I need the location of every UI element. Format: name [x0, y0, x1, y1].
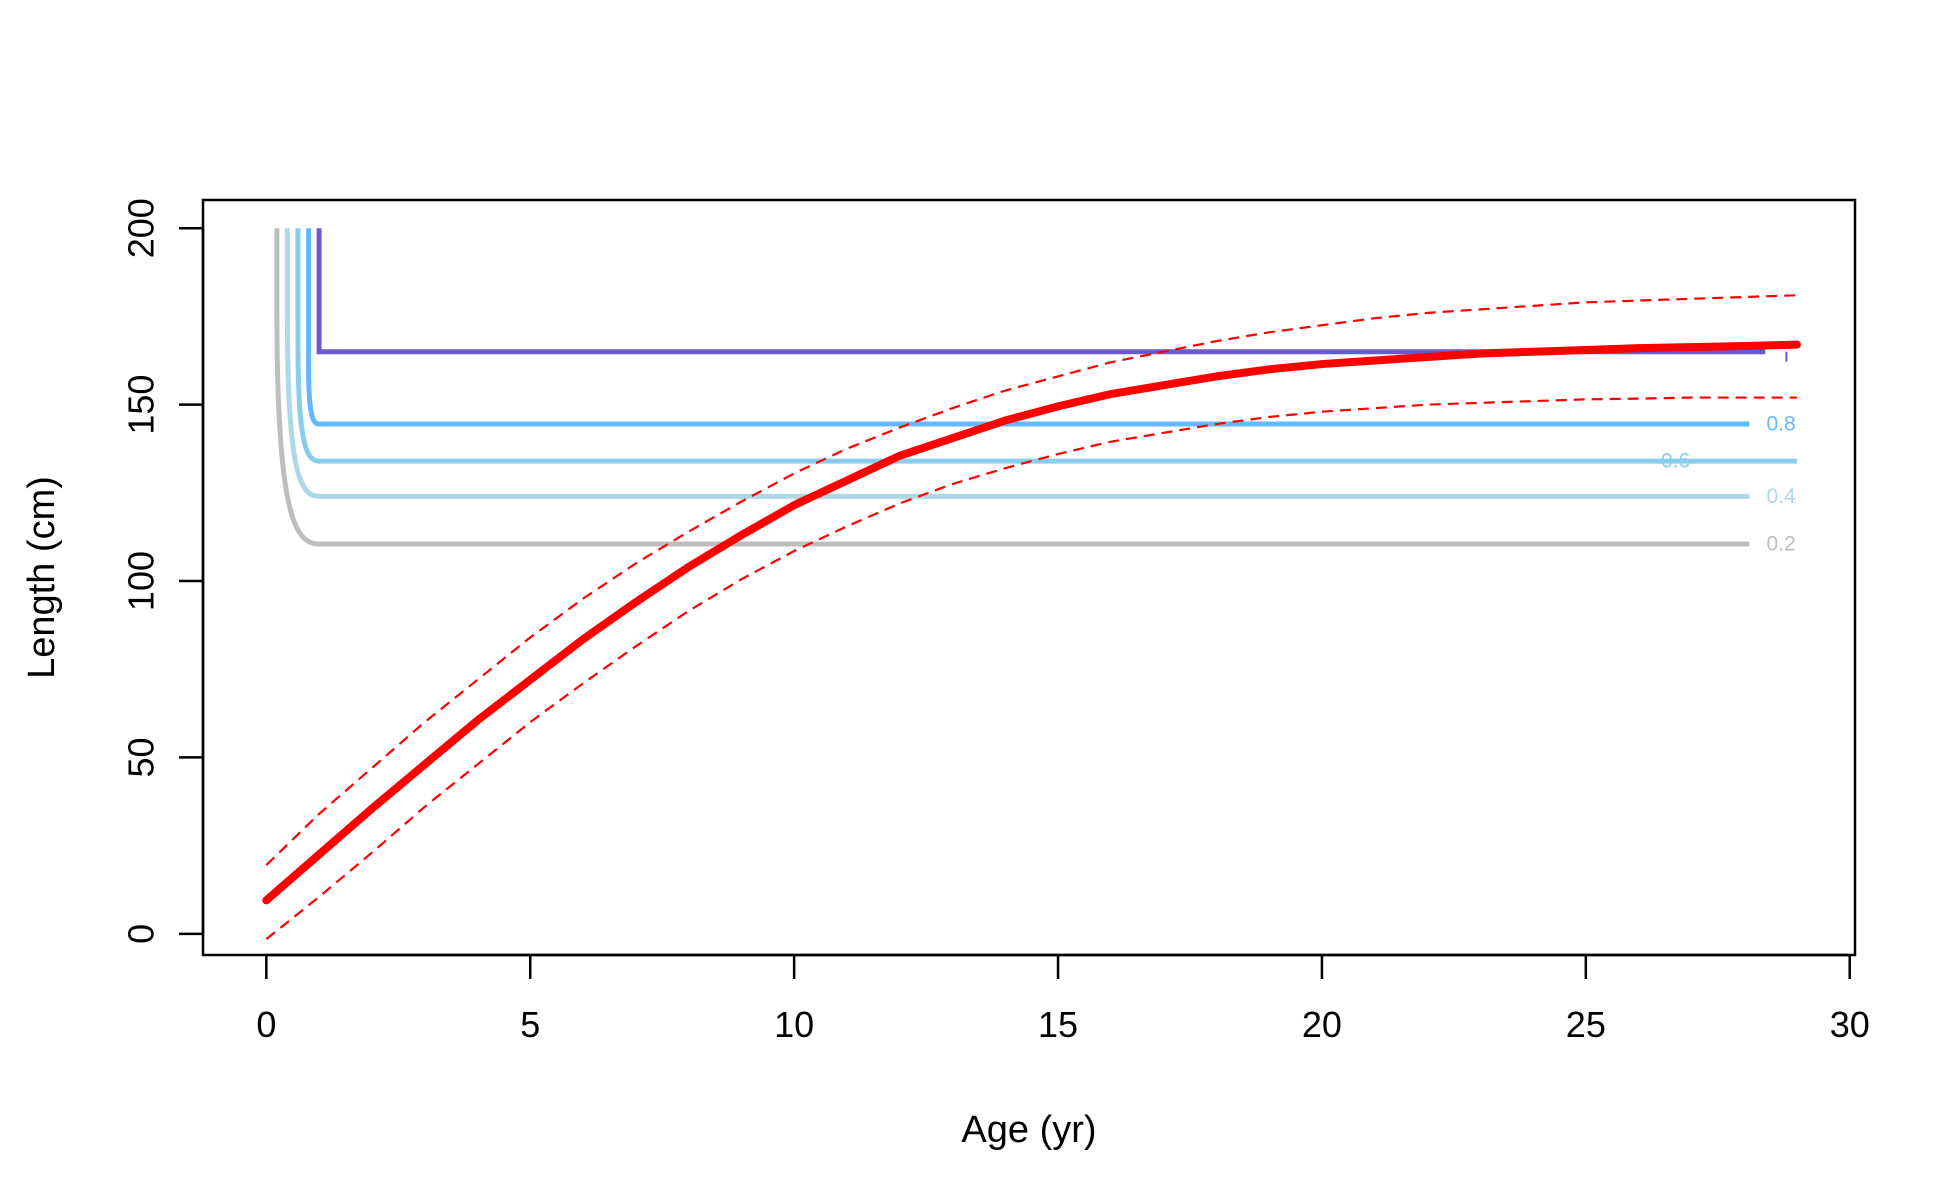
contour-line-0.8	[306, 228, 1750, 427]
x-tick-label: 25	[1566, 1004, 1606, 1045]
y-axis-title: Length (cm)	[21, 476, 63, 679]
growth-curve-upper-ci	[265, 294, 1797, 866]
x-tick-label: 10	[774, 1004, 814, 1045]
x-tick-label: 30	[1830, 1004, 1870, 1045]
x-tick-label: 20	[1302, 1004, 1342, 1045]
x-axis-title: Age (yr)	[961, 1109, 1096, 1151]
y-tick-label: 200	[121, 198, 162, 258]
x-tick-label: 15	[1038, 1004, 1078, 1045]
y-tick-label: 50	[121, 737, 162, 777]
growth-curve-mean	[262, 340, 1801, 905]
x-tick-label: 0	[256, 1004, 276, 1045]
y-tick-label: 100	[121, 551, 162, 611]
probability-contours: 0.2 0.4 0.6 0.8	[274, 228, 1797, 555]
x-tick-label: 5	[520, 1004, 540, 1045]
y-axis: 0 50 100 150 200	[121, 198, 205, 944]
contour-label: 0.2	[1767, 532, 1796, 555]
plot-frame	[201, 198, 1857, 957]
contour-line-0.4	[284, 228, 1750, 499]
contour-label: 0.4	[1767, 485, 1797, 508]
contour-line-0.6	[295, 228, 1797, 464]
y-tick-label: 150	[121, 375, 162, 435]
growth-curve-layer	[262, 294, 1801, 940]
growth-curve-lower-ci	[265, 396, 1797, 940]
y-tick-label: 0	[121, 924, 162, 944]
contour-label: 0.8	[1767, 413, 1796, 436]
contour-label: 0.6	[1661, 450, 1690, 473]
contour-line-top	[316, 228, 1766, 355]
x-axis: 0 5 10 15 20 25 30	[256, 953, 1870, 1045]
contour-line-0.2	[274, 228, 1750, 547]
